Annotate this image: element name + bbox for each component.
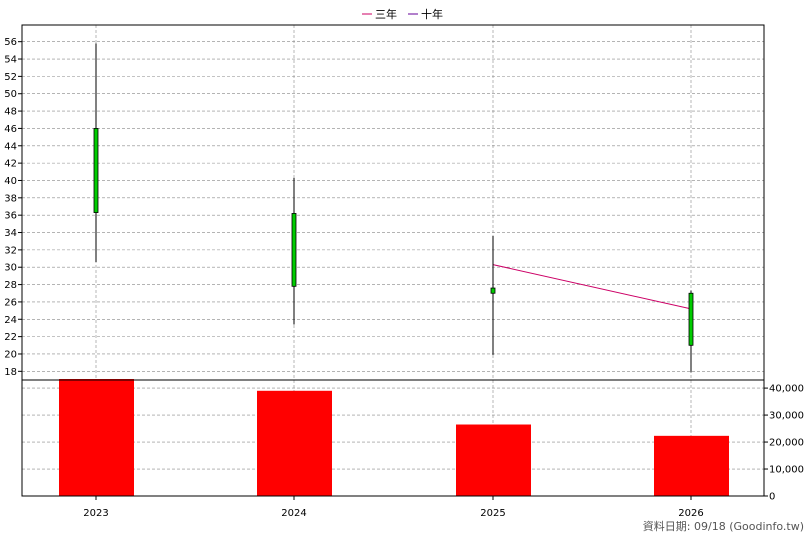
volume-bar-2026 [654,435,729,496]
price-tick-label: 38 [4,193,17,204]
x-tick-label-2026: 2026 [678,508,703,519]
price-tick-label: 44 [4,141,17,152]
volume-bar-2025 [456,424,531,496]
x-axis-ticks: 2023 2024 2025 2026 [83,496,704,519]
three-year-line [492,264,692,310]
volume-tick-label: 20,000 [769,438,804,449]
candle-body-2025 [490,287,496,294]
price-tick-label: 34 [4,228,17,239]
candles [93,43,694,373]
volume-axis-ticks: 0 10,000 20,000 30,000 40,000 [764,384,804,503]
candle-body-2023 [93,128,99,213]
volume-tick-label: 30,000 [769,411,804,422]
volume-tick-label: 40,000 [769,384,804,395]
price-tick-label: 56 [4,37,17,48]
volume-bars [59,379,729,496]
price-tick-label: 28 [4,280,17,291]
price-tick-label: 40 [4,176,17,187]
plot-frame [21,24,765,497]
legend-label-ten-year: 十年 [421,7,443,21]
price-tick-label: 54 [4,55,17,66]
price-tick-label: 20 [4,349,17,360]
volume-bar-2023 [59,379,134,496]
price-tick-label: 46 [4,124,17,135]
volume-tick-label: 0 [769,492,775,503]
price-tick-label: 24 [4,315,17,326]
price-tick-label: 48 [4,107,17,118]
legend-label-three-year: 三年 [375,7,397,21]
price-tick-label: 36 [4,211,17,222]
price-tick-label: 22 [4,332,17,343]
candle-body-2024 [291,213,297,287]
price-tick-label: 18 [4,367,17,378]
x-tick-label-2023: 2023 [83,508,108,519]
candle-body-2026 [688,292,694,346]
x-tick-label-2025: 2025 [480,508,505,519]
price-tick-label: 52 [4,72,17,83]
legend: 三年 十年 [362,7,443,21]
price-tick-label: 50 [4,89,17,100]
price-tick-label: 42 [4,159,17,170]
price-tick-label: 32 [4,245,17,256]
volume-bar-2024 [257,390,332,496]
x-tick-label-2024: 2024 [281,508,306,519]
volume-tick-label: 10,000 [769,465,804,476]
axes [21,24,765,497]
price-axis-ticks: 18 20 22 24 26 28 30 32 34 36 38 40 42 44 46 48 50 52 54 56 [4,37,22,378]
three-year-series-line [492,264,692,310]
price-tick-label: 30 [4,263,17,274]
price-tick-label: 26 [4,297,17,308]
footer-source: 資料日期: 09/18 (Goodinfo.tw) [643,519,804,533]
